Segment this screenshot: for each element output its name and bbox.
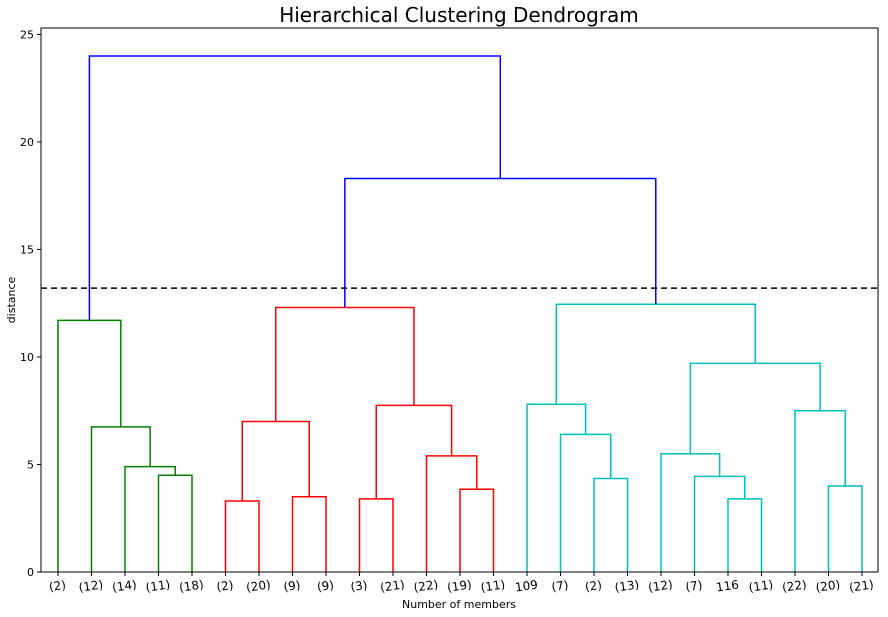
- dendrogram-link-cyan: [593, 477, 629, 572]
- leaf-label: 116: [715, 578, 740, 595]
- dendrogram-link-red: [224, 500, 260, 572]
- leaf-label: (14): [111, 577, 137, 594]
- leaf-label: (22): [781, 577, 807, 594]
- dendrogram-link-cyan: [727, 498, 763, 572]
- y-tick-label: 10: [20, 351, 34, 364]
- dendrogram-link-cyan: [660, 452, 721, 572]
- dendrogram-link-cyan: [559, 433, 612, 572]
- dendrogram-link-cyan: [693, 475, 746, 572]
- dendrogram-link-cyan: [555, 303, 756, 405]
- y-tick-label: 25: [20, 28, 34, 41]
- dendrogram-link-red: [375, 404, 453, 499]
- dendrogram-link-red: [459, 488, 495, 572]
- dendrogram-link-cyan: [827, 485, 863, 572]
- dendrogram-link-cyan: [794, 409, 846, 572]
- plot-frame: [40, 27, 879, 573]
- leaf-label: (21): [848, 577, 874, 594]
- leaf-label: (2): [584, 578, 603, 594]
- dendrogram-link-cyan: [526, 403, 587, 572]
- y-tick-label: 15: [20, 243, 34, 256]
- dendrogram-link-red: [291, 495, 327, 572]
- leaf-label: (9): [283, 578, 302, 594]
- leaf-labels: (2) (12) (14) (11) (18) (2) (20) (9) (9) (3) (21) (…: [48, 572, 875, 595]
- dendrogram-link-green: [90, 426, 151, 572]
- y-tick-label: 20: [20, 136, 34, 149]
- leaf-label: (11): [145, 577, 171, 594]
- dendrogram-link-red: [241, 420, 310, 502]
- leaf-label: (11): [748, 577, 774, 594]
- leaf-label: (2): [48, 578, 67, 594]
- x-axis-label: Number of members: [402, 598, 516, 611]
- leaf-label: (11): [480, 577, 506, 594]
- leaf-label: (7): [551, 578, 570, 594]
- leaf-label: (9): [316, 578, 335, 594]
- dendrogram-link-cyan: [689, 362, 821, 454]
- leaf-label: (13): [614, 577, 640, 594]
- leaf-label: (7): [685, 578, 704, 594]
- leaf-label: (20): [245, 577, 271, 594]
- leaf-label: (12): [78, 577, 104, 594]
- dendrogram-link-blue: [88, 55, 502, 321]
- leaf-label: 109: [514, 578, 539, 595]
- dendrogram-links: [57, 55, 863, 572]
- leaf-label: (19): [446, 577, 472, 594]
- leaf-label: (20): [815, 577, 841, 594]
- leaf-label: (22): [413, 577, 439, 594]
- dendrogram-link-green: [124, 465, 176, 572]
- dendrogram-link-red: [275, 306, 415, 422]
- dendrogram-link-green: [157, 474, 193, 572]
- leaf-label: (3): [350, 578, 369, 594]
- y-ticks: 0 5 10 15 20 25: [20, 28, 41, 579]
- y-axis-label: distance: [5, 276, 18, 323]
- leaf-label: (18): [178, 577, 204, 594]
- dendrogram-link-red: [425, 455, 478, 572]
- leaf-label: (2): [216, 578, 235, 594]
- leaf-label: (21): [379, 577, 405, 594]
- dendrogram-link-green: [57, 319, 122, 572]
- dendrogram-link-red: [358, 498, 394, 572]
- chart-title: Hierarchical Clustering Dendrogram: [279, 3, 639, 27]
- leaf-label: (12): [647, 577, 673, 594]
- y-tick-label: 5: [27, 458, 34, 471]
- y-tick-label: 0: [27, 566, 34, 579]
